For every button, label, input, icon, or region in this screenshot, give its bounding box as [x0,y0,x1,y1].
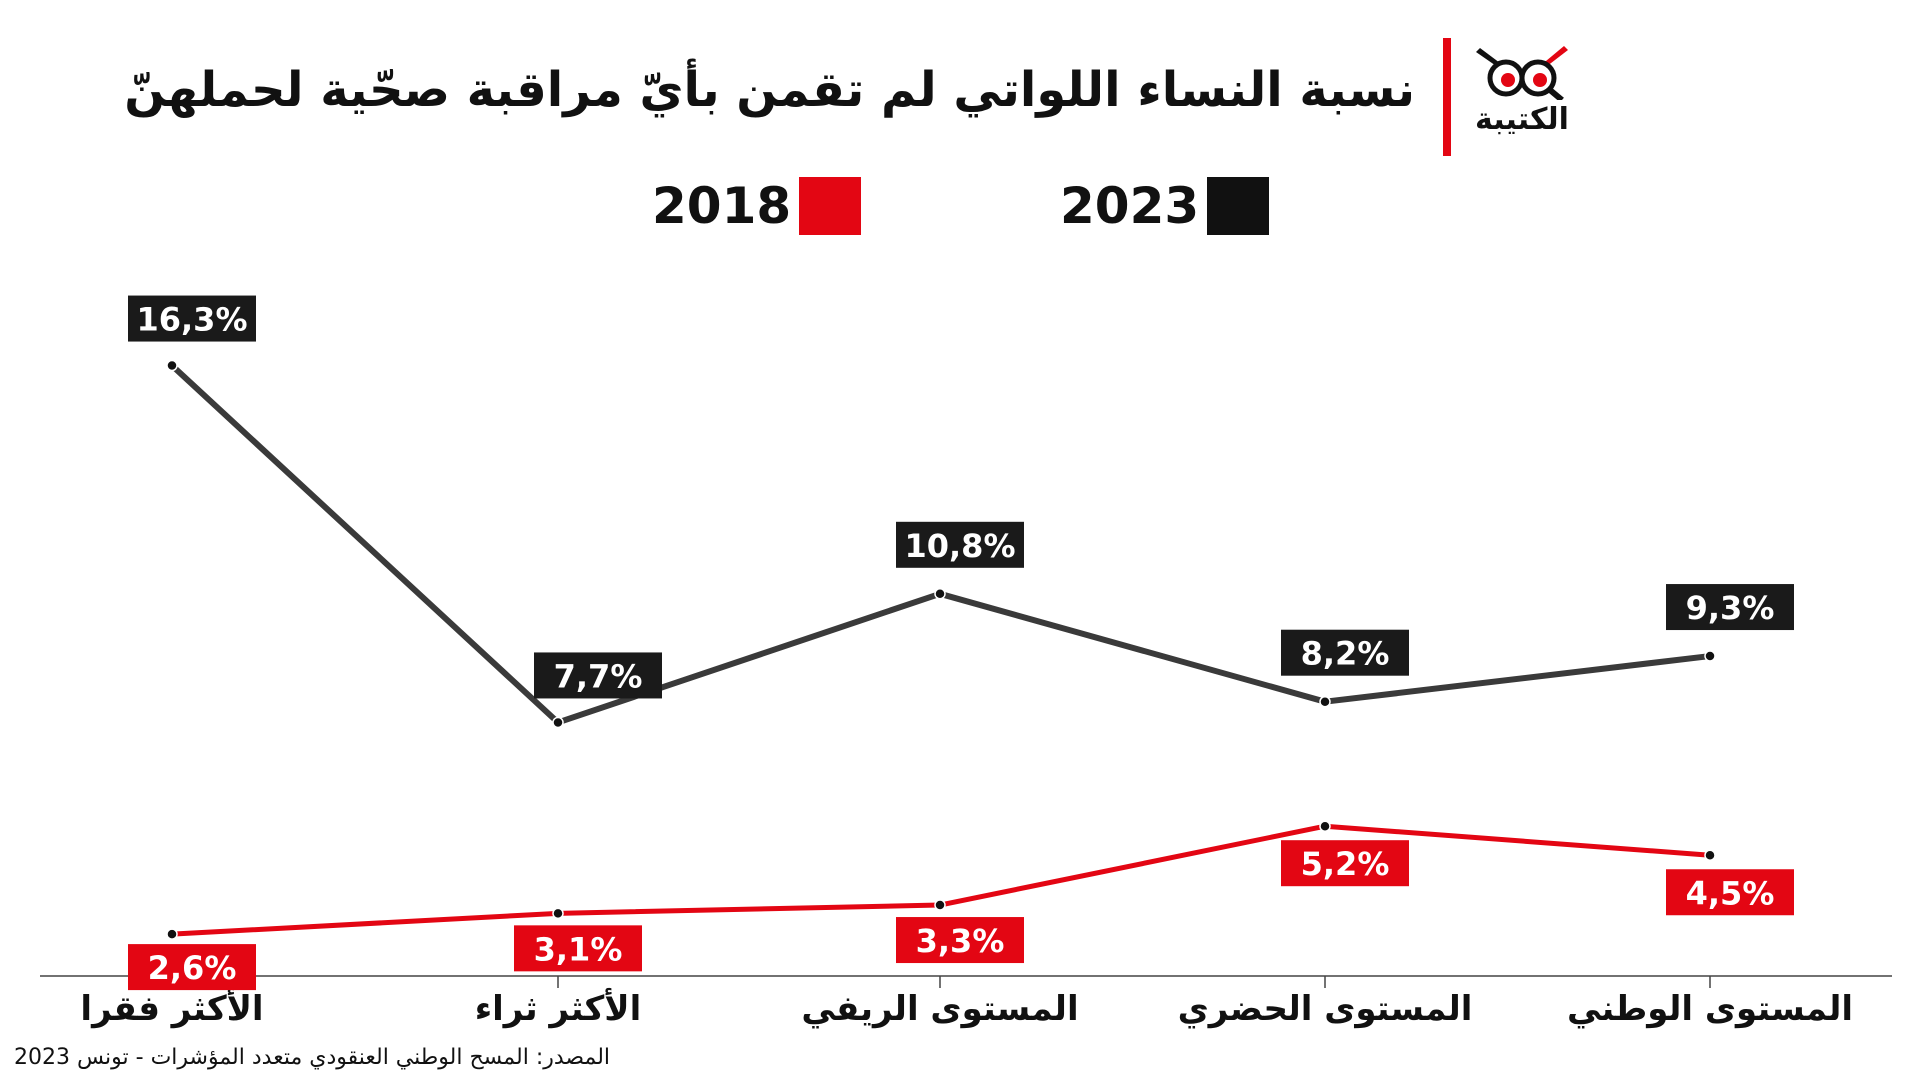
series-2018-label-box [896,917,1024,964]
logo-text: الكتيبة [1475,102,1569,137]
line-chart: الأكثر فقرا الأكثر ثراء المستوى الريفي المس… [40,295,1892,1029]
x-tick-label: الأكثر ثراء [475,987,642,1029]
legend-2018: 2018 [652,176,862,236]
series-2018-label-box [128,944,256,991]
series-2023-data-label: 16,3% [136,301,247,339]
series-2018-point [934,899,946,911]
legend-2023-swatch [1207,177,1270,235]
series-2018-label-box [514,925,642,972]
series-2023-data-label: 8,2% [1301,635,1390,673]
brand-logo: الكتيبة [1462,40,1582,150]
series-2023-label-box [1666,584,1794,631]
series-2023-data-label: 7,7% [554,657,643,695]
series-2023-label-box [1281,629,1409,676]
series-2023-data-label: 9,3% [1686,589,1775,627]
legend-2023-label: 2023 [1060,177,1200,235]
series-2023-point [1319,695,1331,708]
legend-2023: 2023 [1060,176,1270,236]
series-2023-label-box [128,295,256,342]
series-2018-point [166,928,178,940]
series-2018-label-box [1666,869,1794,916]
series-2018-data-label: 3,1% [534,930,623,968]
logo-glasses-icon [1476,46,1568,103]
series-2018-data-label: 4,5% [1686,874,1775,912]
series-2023-data-label: 10,8% [904,527,1015,565]
x-tick-label: المستوى الوطني [1567,989,1853,1029]
x-tick-label: الأكثر فقرا [80,987,263,1029]
series-2023-label-box [534,652,662,699]
x-tick-label: المستوى الريفي [801,989,1078,1029]
legend-2018-label: 2018 [652,177,792,235]
series-2023-point [934,588,946,600]
series-2023-point [552,716,564,729]
x-tick-label: المستوى الحضري [1178,989,1473,1029]
source-note: المصدر: المسح الوطني العنقودي متعدد المؤ… [14,1045,611,1070]
series-2018-data-label: 3,3% [916,922,1005,960]
title-divider [1443,38,1451,156]
legend-2018-swatch [799,177,862,235]
series-2023-label-box [896,521,1024,568]
series-2018-data-label: 5,2% [1301,845,1390,883]
series-2018-point [552,907,564,920]
series-2023-point [1704,650,1716,662]
series-2018-data-label: 2,6% [148,949,237,987]
series-2018-label-box [1281,840,1409,887]
series-2018-point [1704,849,1716,861]
series-2018-point [1319,820,1331,832]
series-2023-point [166,359,178,372]
chart-title: نسبة النساء اللواتي لم تقمن بأيّ مراقبة … [124,62,1415,118]
